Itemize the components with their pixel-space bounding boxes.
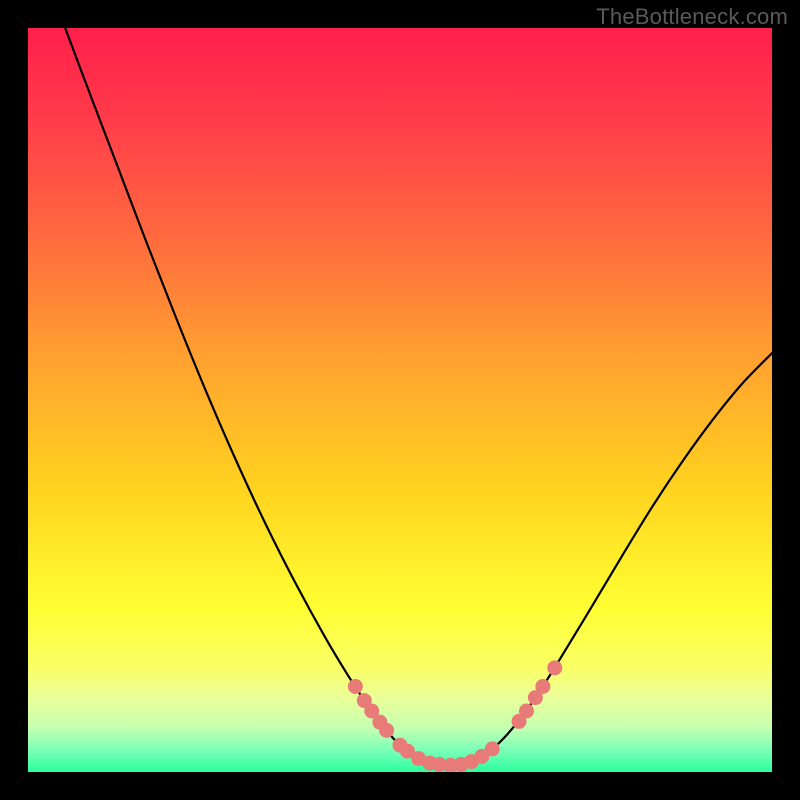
chart-background (28, 28, 772, 772)
plot-area (28, 28, 772, 772)
marker-dot (379, 723, 394, 738)
watermark-text: TheBottleneck.com (596, 4, 788, 30)
marker-dot (348, 679, 363, 694)
marker-dot (485, 741, 500, 756)
marker-dot (519, 703, 534, 718)
marker-dot (535, 679, 550, 694)
marker-dot (547, 660, 562, 675)
chart-svg (28, 28, 772, 772)
